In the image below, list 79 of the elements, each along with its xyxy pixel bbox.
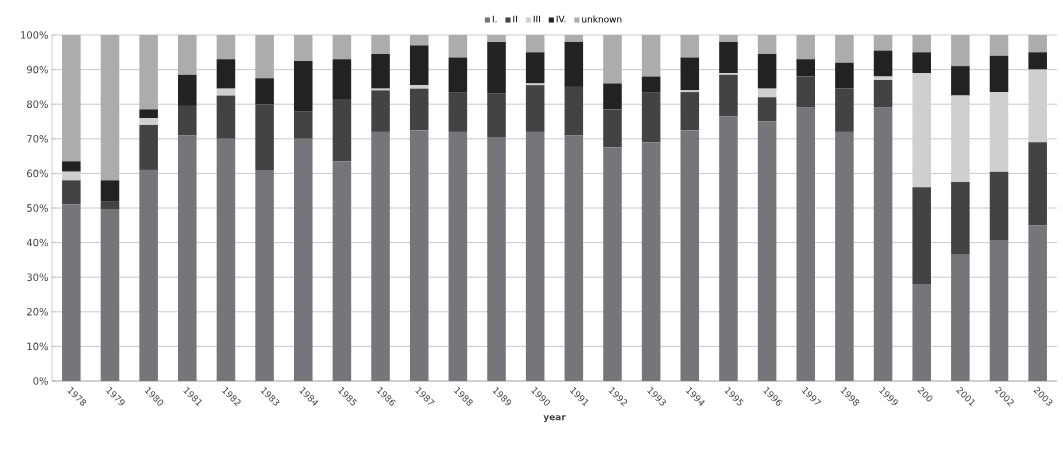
bar <box>409 45 429 86</box>
bar <box>951 66 970 96</box>
bar <box>796 59 816 77</box>
bar <box>62 180 81 205</box>
bar <box>835 62 854 89</box>
bar <box>487 93 506 138</box>
y-tick-label: 90% <box>26 65 48 74</box>
bar <box>100 180 120 202</box>
bar <box>719 41 738 74</box>
bar <box>1028 69 1047 143</box>
bar <box>719 74 738 117</box>
bar <box>1028 52 1047 70</box>
bar <box>216 88 236 96</box>
legend-label: I. <box>492 15 497 23</box>
bar <box>989 171 1009 241</box>
bar <box>487 41 506 94</box>
x-axis-title: year <box>543 415 566 423</box>
bar <box>525 85 545 132</box>
bar <box>757 97 777 122</box>
bar <box>371 90 390 132</box>
bar <box>989 55 1009 93</box>
bar <box>757 88 777 98</box>
bar <box>139 118 158 125</box>
bar <box>448 57 468 93</box>
bar <box>680 92 700 131</box>
bar <box>409 88 429 131</box>
x-tick-label: 200 <box>917 386 933 402</box>
y-tick-label: 100% <box>21 31 48 39</box>
bar <box>139 109 158 119</box>
bar <box>757 54 777 89</box>
bar <box>951 182 970 255</box>
bar <box>873 50 893 77</box>
bar <box>62 171 81 181</box>
bar <box>603 109 622 148</box>
bar <box>255 104 274 170</box>
legend-label: unknown <box>582 15 622 23</box>
bar <box>603 83 622 110</box>
bar <box>912 52 931 74</box>
bar <box>989 92 1009 172</box>
bar <box>641 76 661 93</box>
bar <box>62 161 81 172</box>
y-tick-label: 50% <box>27 204 48 212</box>
bar <box>255 78 274 105</box>
y-tick-label: 70% <box>27 135 48 143</box>
y-tick-label: 20% <box>27 308 48 316</box>
legend-label: II <box>513 15 517 23</box>
bar <box>332 99 352 162</box>
bar <box>139 124 158 170</box>
bar <box>409 85 429 89</box>
bar <box>100 201 120 210</box>
bar <box>873 79 893 108</box>
y-tick-label: 10% <box>27 342 48 351</box>
legend-label: IV. <box>556 15 566 23</box>
y-tick-label: 0% <box>33 377 48 385</box>
bar <box>371 54 390 89</box>
bar <box>293 60 313 112</box>
bar <box>564 86 584 136</box>
bar <box>178 105 197 136</box>
y-tick-label: 60% <box>27 169 48 178</box>
bar <box>178 74 197 106</box>
bar <box>216 59 236 89</box>
bar <box>293 111 313 139</box>
bar <box>951 95 970 183</box>
y-tick-label: 30% <box>27 273 48 281</box>
bar <box>1028 142 1047 226</box>
bar <box>912 187 931 285</box>
legend-label: III <box>533 15 540 23</box>
bar <box>525 52 545 84</box>
bar <box>796 76 816 108</box>
bar <box>332 59 352 100</box>
bar <box>641 92 661 143</box>
bar <box>835 88 854 132</box>
y-tick-label: 40% <box>26 238 48 247</box>
bar <box>216 95 236 139</box>
y-tick-label: 80% <box>27 100 48 108</box>
bar <box>448 92 468 132</box>
bar <box>912 73 931 188</box>
bar <box>680 57 700 91</box>
bar <box>564 41 584 87</box>
